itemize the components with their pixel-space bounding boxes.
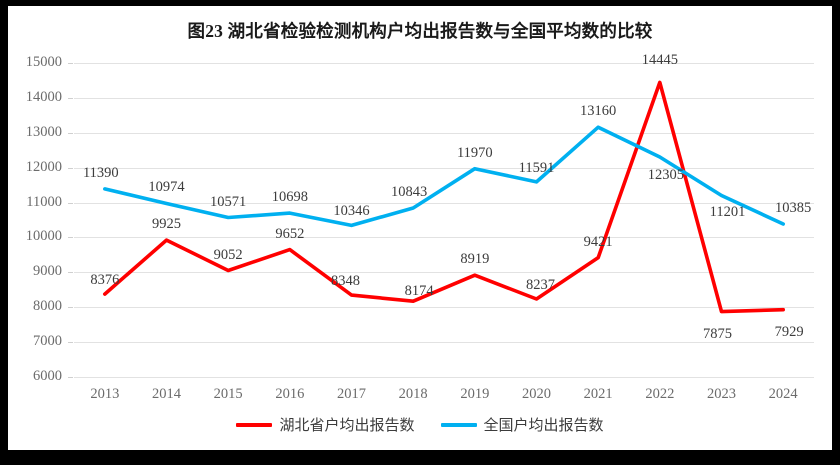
legend-item-hubei[interactable]: 湖北省户均出报告数	[236, 414, 415, 435]
x-axis-tick-label: 2014	[152, 386, 181, 402]
x-axis-tick-label: 2017	[337, 386, 366, 402]
data-label-hubei: 8174	[404, 283, 434, 300]
data-label-national: 10698	[271, 189, 308, 206]
data-label-hubei: 9925	[152, 216, 181, 233]
gridline	[74, 342, 814, 343]
y-axis-tick-label: 8000	[33, 298, 62, 315]
x-axis-tick-label: 2023	[707, 386, 736, 402]
gridline	[74, 168, 814, 169]
data-label-hubei: 14445	[641, 52, 678, 69]
series-lines	[103, 80, 786, 314]
legend-label: 湖北省户均出报告数	[279, 417, 415, 434]
x-axis-tick-label: 2013	[90, 386, 120, 402]
line-series-national	[103, 125, 786, 228]
data-label-hubei: 9052	[213, 246, 243, 263]
y-tick-mark	[68, 237, 73, 238]
y-tick-mark	[68, 63, 73, 64]
y-axis-tick-label: 6000	[33, 368, 62, 384]
data-label-hubei: 7875	[703, 325, 732, 342]
y-tick-mark	[68, 133, 73, 134]
x-axis-tick-label: 2016	[275, 386, 305, 402]
legend-swatch-icon	[440, 422, 477, 427]
gridline	[74, 272, 814, 273]
y-axis-tick-label: 9000	[33, 263, 62, 280]
y-axis-tick-label: 12000	[25, 158, 62, 175]
data-label-national: 11591	[518, 159, 555, 176]
y-axis-tick-label: 15000	[25, 54, 62, 70]
data-label-national: 10346	[333, 203, 370, 220]
data-label-hubei: 8919	[460, 251, 490, 268]
data-label-hubei: 8376	[90, 272, 120, 289]
data-label-hubei: 9652	[275, 225, 305, 242]
gridline	[74, 203, 814, 204]
gridline	[74, 307, 814, 308]
y-tick-mark	[68, 98, 73, 99]
gridline	[74, 377, 814, 378]
y-tick-mark	[68, 203, 73, 204]
data-label-national: 10843	[391, 184, 428, 201]
data-label-hubei: 8348	[331, 273, 360, 290]
y-tick-mark	[68, 168, 73, 169]
legend-swatch-icon	[236, 422, 273, 427]
legend-label: 全国户均出报告数	[483, 417, 604, 434]
data-label-national: 11390	[82, 164, 119, 181]
data-label-national: 10385	[775, 200, 812, 216]
y-axis-tick-label: 11000	[26, 193, 62, 210]
legend-item-national[interactable]: 全国户均出报告数	[440, 414, 604, 435]
data-label-national: 11970	[456, 144, 493, 161]
gridline	[74, 63, 814, 64]
data-label-hubei: 9421	[583, 233, 613, 250]
gridline	[74, 237, 814, 238]
y-tick-mark	[68, 272, 73, 273]
x-axis-tick-label: 2019	[460, 386, 490, 402]
chart-frame: 图23 湖北省检验检测机构户均出报告数与全国平均数的比较 15000 14000 1…	[8, 6, 832, 450]
x-axis-tick-label: 2022	[645, 386, 675, 402]
line-series-hubei	[103, 80, 786, 314]
data-label-national: 11201	[709, 203, 746, 220]
y-tick-mark	[68, 307, 73, 308]
chart-legend: 湖北省户均出报告数 全国户均出报告数	[8, 414, 832, 435]
data-label-hubei: 8237	[526, 276, 555, 293]
gridline	[74, 133, 814, 134]
data-label-national: 10571	[210, 193, 247, 210]
y-axis-tick-label: 14000	[25, 88, 62, 105]
chart-title: 图23 湖北省检验检测机构户均出报告数与全国平均数的比较	[187, 21, 653, 41]
data-label-national: 12305	[647, 167, 684, 184]
data-label-hubei: 7929	[774, 323, 804, 340]
x-axis-tick-label: 2024	[768, 386, 798, 402]
y-tick-mark	[68, 342, 73, 343]
x-axis-tick-label: 2021	[583, 386, 613, 402]
y-tick-mark	[68, 377, 73, 378]
data-label-national: 10974	[148, 179, 185, 196]
y-axis-tick-label: 10000	[25, 228, 62, 245]
data-label-national: 13160	[580, 103, 617, 120]
y-axis-tick-label: 7000	[33, 333, 62, 350]
x-axis-tick-label: 2018	[398, 386, 428, 402]
plot-area: 15000 14000 13000 12000 11000 10000 9000 8000 70…	[8, 6, 832, 450]
gridline	[74, 98, 814, 99]
y-axis-tick-label: 13000	[25, 123, 62, 140]
x-axis-tick-label: 2015	[213, 386, 243, 402]
x-axis-tick-label: 2020	[522, 386, 551, 402]
